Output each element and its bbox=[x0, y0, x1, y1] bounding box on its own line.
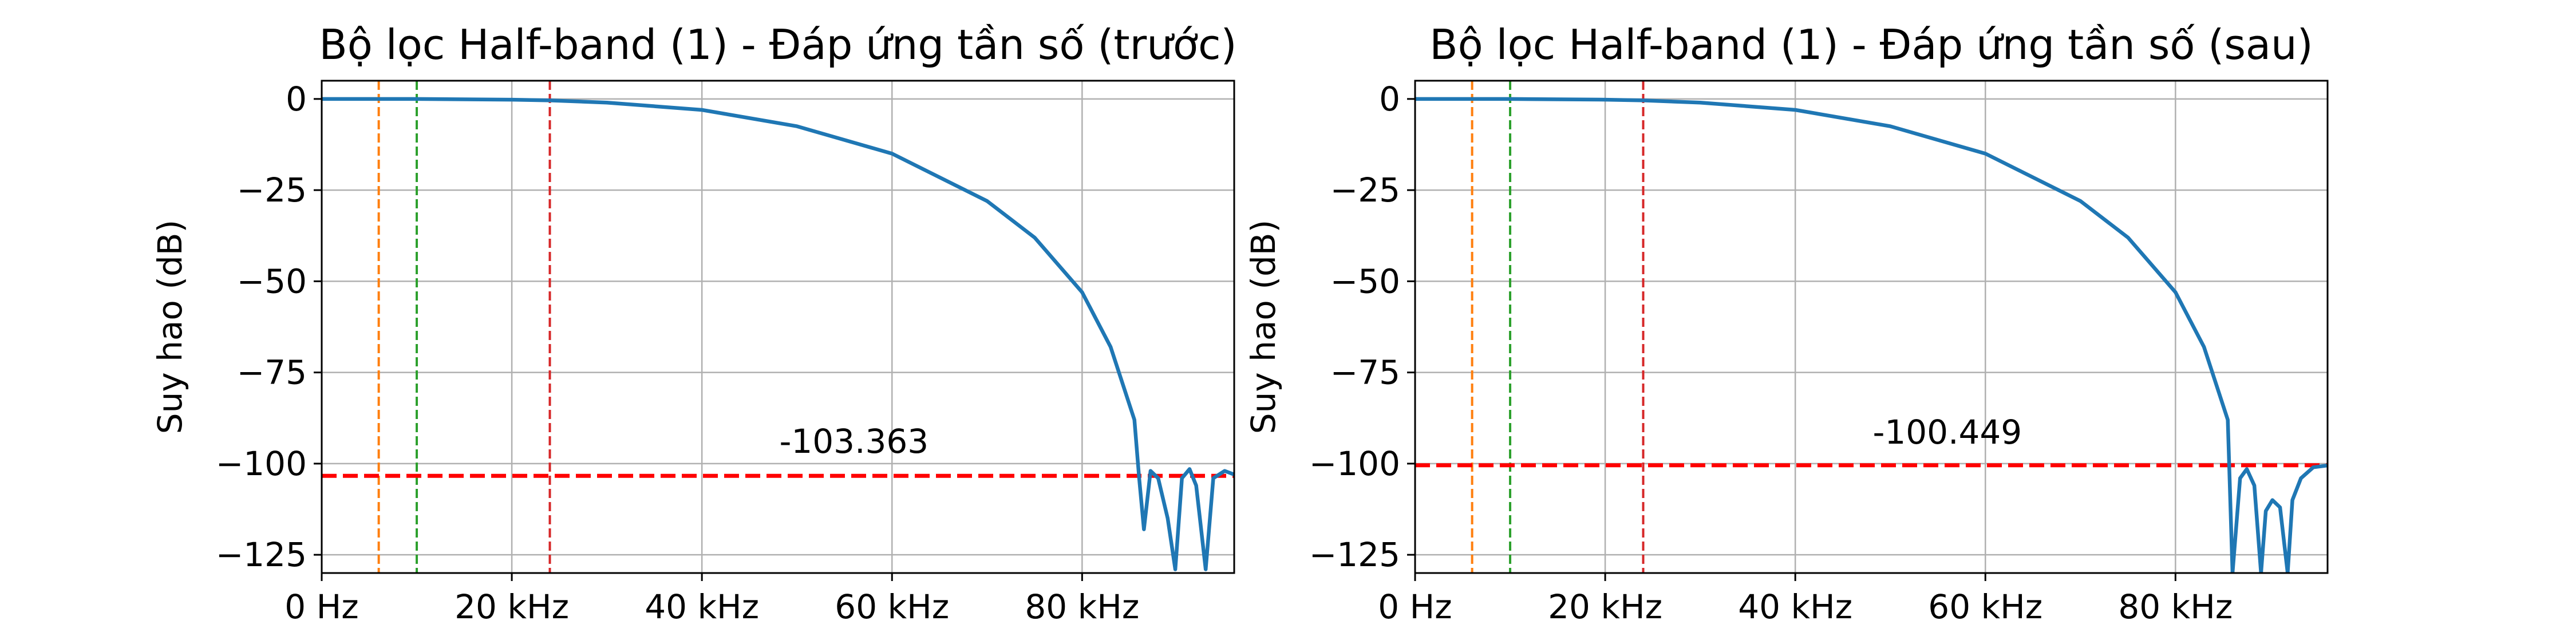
y-tick-label: −50 bbox=[237, 262, 307, 301]
axes-frame bbox=[1414, 80, 2329, 574]
y-tick-label: −125 bbox=[216, 535, 307, 574]
x-tick-label: 20 kHz bbox=[1548, 587, 1662, 626]
chart-panel-1: 0 Hz 20 kHz 40 kHz 60 kHz 80 kHz 0 −25 −50 −75 −1… bbox=[151, 21, 1237, 626]
threshold-annotation: -103.363 bbox=[779, 422, 929, 461]
y-tick-label: −125 bbox=[1309, 535, 1400, 574]
y-tick-label: −100 bbox=[216, 444, 307, 483]
x-tick-label: 20 kHz bbox=[455, 587, 569, 626]
y-tick-label: 0 bbox=[286, 80, 307, 118]
x-tick-label: 40 kHz bbox=[645, 587, 759, 626]
chart-title: Bộ lọc Half-band (1) - Đáp ứng tần số (s… bbox=[1429, 21, 2313, 69]
x-tick-label: 0 Hz bbox=[285, 587, 358, 626]
x-tick-label: 0 Hz bbox=[1378, 587, 1452, 626]
y-axis-label: Suy hao (dB) bbox=[1244, 220, 1283, 434]
y-axis-label: Suy hao (dB) bbox=[151, 220, 189, 434]
series-line-1 bbox=[322, 97, 1234, 571]
threshold-annotation: -100.449 bbox=[1872, 413, 2022, 452]
plot-area bbox=[1415, 81, 2328, 573]
x-tick-label: 60 kHz bbox=[835, 587, 949, 626]
y-tick-label: −75 bbox=[237, 353, 307, 392]
y-tick-label: −75 bbox=[1330, 353, 1400, 392]
chart-panel-2: 0 Hz 20 kHz 40 kHz 60 kHz 80 kHz 0 −25 −50 −75 −1… bbox=[1244, 21, 2329, 626]
y-tick-label: −100 bbox=[1309, 444, 1400, 483]
x-tick-label: 40 kHz bbox=[1738, 587, 1852, 626]
y-tick-label: −25 bbox=[237, 171, 307, 210]
series-line-1 bbox=[1415, 97, 2328, 573]
x-tick-label: 80 kHz bbox=[1025, 587, 1139, 626]
y-tick-label: −25 bbox=[1330, 171, 1400, 210]
x-tick-label: 60 kHz bbox=[1928, 587, 2042, 626]
y-tick-label: 0 bbox=[1379, 80, 1400, 118]
axes-frame bbox=[321, 80, 1235, 574]
plot-area bbox=[322, 81, 1234, 573]
chart-title: Bộ lọc Half-band (1) - Đáp ứng tần số (t… bbox=[319, 21, 1236, 69]
y-tick-label: −50 bbox=[1330, 262, 1400, 301]
x-tick-label: 80 kHz bbox=[2118, 587, 2233, 626]
